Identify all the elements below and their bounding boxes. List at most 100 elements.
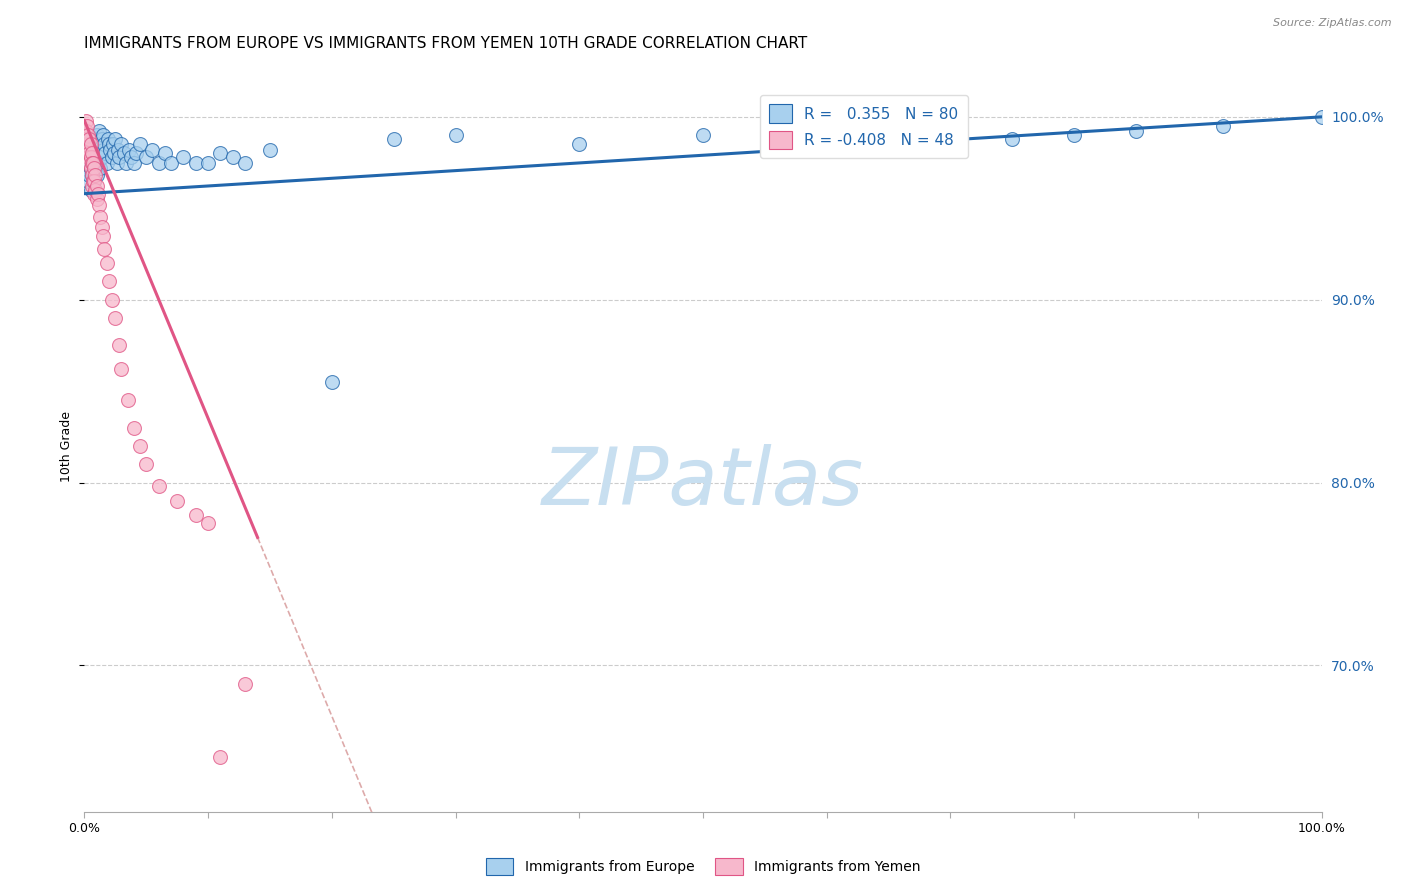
Legend: R =   0.355   N = 80, R = -0.408   N = 48: R = 0.355 N = 80, R = -0.408 N = 48 [761, 95, 967, 159]
Point [77, 128, 100, 143]
Point [86, 192, 108, 206]
Point [1125, 124, 1147, 138]
Point [79, 183, 101, 197]
Text: IMMIGRANTS FROM EUROPE VS IMMIGRANTS FROM YEMEN 10TH GRADE CORRELATION CHART: IMMIGRANTS FROM EUROPE VS IMMIGRANTS FRO… [84, 36, 807, 51]
Point [80, 169, 103, 183]
Point [444, 128, 467, 143]
Point [107, 143, 129, 157]
Point [83, 132, 105, 146]
Point [104, 311, 127, 326]
Point [98, 137, 121, 152]
Point [1310, 110, 1333, 124]
Point [233, 677, 256, 691]
Point [115, 155, 138, 169]
Point [91, 128, 114, 143]
Point [120, 150, 142, 164]
Point [83, 161, 105, 175]
Point [75, 124, 97, 138]
Point [233, 155, 256, 169]
Point [75, 113, 97, 128]
Point [79, 146, 101, 161]
Point [98, 143, 121, 157]
Point [197, 516, 219, 530]
Point [89, 161, 111, 175]
Point [79, 161, 101, 175]
Point [79, 155, 101, 169]
Point [77, 137, 100, 152]
Point [184, 508, 207, 523]
Point [86, 128, 108, 143]
Point [1212, 119, 1234, 133]
Point [80, 179, 103, 194]
Point [83, 174, 105, 188]
Point [79, 150, 101, 164]
Point [76, 164, 98, 178]
Point [84, 161, 107, 175]
Point [148, 155, 170, 169]
Point [93, 137, 115, 152]
Point [83, 186, 105, 201]
Point [82, 143, 104, 157]
Point [76, 146, 98, 161]
Point [94, 146, 117, 161]
Point [153, 146, 176, 161]
Point [82, 174, 104, 188]
Point [110, 137, 132, 152]
Point [110, 362, 132, 376]
Point [82, 164, 104, 178]
Point [87, 186, 110, 201]
Point [77, 150, 100, 164]
Point [96, 155, 118, 169]
Point [692, 128, 714, 143]
Point [141, 143, 163, 157]
Point [80, 169, 103, 183]
Point [568, 137, 591, 152]
Point [166, 493, 188, 508]
Point [79, 161, 101, 175]
Point [104, 132, 127, 146]
Legend: Immigrants from Europe, Immigrants from Yemen: Immigrants from Europe, Immigrants from … [479, 853, 927, 880]
Point [222, 150, 245, 164]
Point [80, 150, 103, 164]
Point [321, 375, 343, 389]
Point [108, 150, 131, 164]
Point [103, 146, 125, 161]
Point [79, 169, 101, 183]
Point [125, 146, 148, 161]
Point [76, 137, 98, 152]
Point [100, 293, 122, 307]
Point [160, 155, 183, 169]
Point [100, 150, 122, 164]
Point [87, 155, 110, 169]
Point [108, 338, 131, 352]
Point [1063, 128, 1085, 143]
Point [79, 137, 101, 152]
Point [122, 155, 145, 169]
Point [86, 179, 108, 194]
Point [96, 256, 118, 270]
Point [89, 211, 111, 225]
Point [118, 143, 141, 157]
Point [83, 174, 105, 188]
Point [382, 132, 405, 146]
Text: Source: ZipAtlas.com: Source: ZipAtlas.com [1274, 18, 1392, 28]
Point [1001, 132, 1024, 146]
Point [83, 155, 105, 169]
Text: ZIPatlas: ZIPatlas [541, 443, 865, 522]
Point [79, 132, 101, 146]
Point [77, 143, 100, 157]
Point [117, 393, 139, 408]
Point [112, 146, 135, 161]
Point [75, 155, 97, 169]
Point [89, 124, 111, 138]
Point [77, 150, 100, 164]
Point [90, 150, 112, 164]
Point [101, 137, 124, 152]
Point [815, 137, 838, 152]
Point [197, 155, 219, 169]
Point [84, 183, 107, 197]
Point [135, 458, 157, 472]
Point [84, 137, 107, 152]
Point [80, 137, 103, 152]
Point [129, 439, 152, 453]
